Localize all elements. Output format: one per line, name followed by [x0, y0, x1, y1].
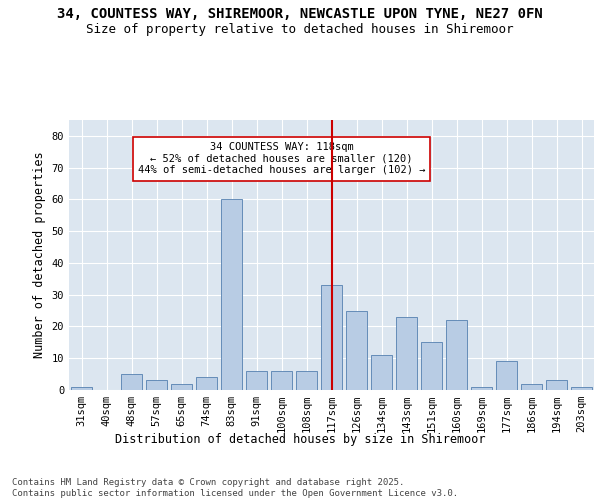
Bar: [521, 384, 542, 390]
Text: Size of property relative to detached houses in Shiremoor: Size of property relative to detached ho…: [86, 22, 514, 36]
Bar: [446, 320, 467, 390]
Text: Contains HM Land Registry data © Crown copyright and database right 2025.
Contai: Contains HM Land Registry data © Crown c…: [12, 478, 458, 498]
Y-axis label: Number of detached properties: Number of detached properties: [33, 152, 46, 358]
Bar: [396, 317, 417, 390]
Bar: [421, 342, 442, 390]
Bar: [371, 355, 392, 390]
Bar: [71, 387, 92, 390]
Bar: [246, 371, 267, 390]
Bar: [196, 378, 217, 390]
Text: Distribution of detached houses by size in Shiremoor: Distribution of detached houses by size …: [115, 432, 485, 446]
Bar: [346, 310, 367, 390]
Bar: [496, 362, 517, 390]
Bar: [271, 371, 292, 390]
Bar: [221, 200, 242, 390]
Bar: [296, 371, 317, 390]
Bar: [471, 387, 492, 390]
Bar: [121, 374, 142, 390]
Bar: [321, 285, 342, 390]
Text: 34 COUNTESS WAY: 118sqm
← 52% of detached houses are smaller (120)
44% of semi-d: 34 COUNTESS WAY: 118sqm ← 52% of detache…: [138, 142, 425, 176]
Text: 34, COUNTESS WAY, SHIREMOOR, NEWCASTLE UPON TYNE, NE27 0FN: 34, COUNTESS WAY, SHIREMOOR, NEWCASTLE U…: [57, 8, 543, 22]
Bar: [171, 384, 192, 390]
Bar: [546, 380, 567, 390]
Bar: [571, 387, 592, 390]
Bar: [146, 380, 167, 390]
